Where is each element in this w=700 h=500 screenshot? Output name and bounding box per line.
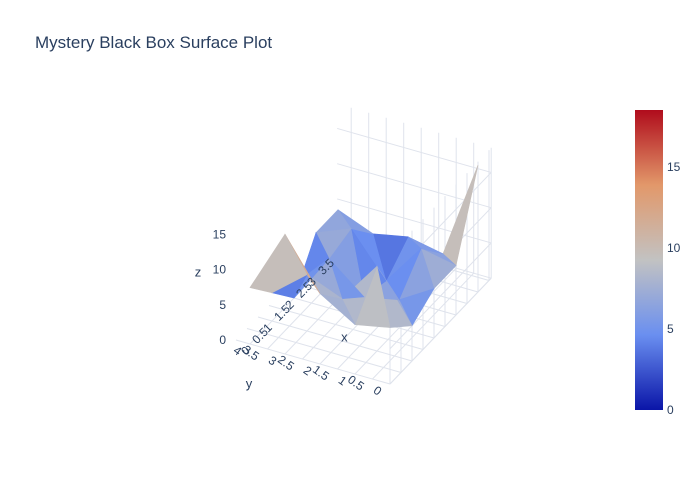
z-tick-label: 5	[219, 298, 226, 312]
axis-grid	[235, 107, 492, 385]
grid-line	[235, 339, 391, 385]
colorbar-tick-label: 10	[667, 241, 681, 255]
surface-face[interactable]	[249, 234, 286, 294]
surface-mesh[interactable]	[249, 164, 479, 328]
x-axis-title: x	[341, 329, 348, 344]
grid-line	[246, 328, 402, 373]
grid-line	[257, 316, 413, 362]
colorbar-tick-label: 15	[667, 160, 681, 174]
z-tick-label: 15	[213, 227, 227, 241]
z-axis-title: z	[195, 264, 202, 279]
z-tick-label: 0	[219, 333, 226, 347]
y-tick-label: 0	[371, 383, 385, 398]
grid-line	[389, 277, 492, 385]
colorbar-gradient	[635, 110, 663, 410]
colorbar: 0 5 10 15	[635, 110, 681, 417]
grid-line	[372, 272, 475, 380]
colorbar-tick-label: 0	[667, 403, 674, 417]
y-axis-title: y	[246, 376, 253, 391]
grid-line	[337, 198, 492, 244]
chart-title: Mystery Black Box Surface Plot	[35, 33, 273, 52]
grid-line	[337, 127, 492, 173]
z-tick-label: 10	[213, 263, 227, 277]
colorbar-tick-label: 5	[667, 322, 674, 336]
surface-face[interactable]	[442, 164, 479, 267]
grid-line	[268, 305, 424, 350]
